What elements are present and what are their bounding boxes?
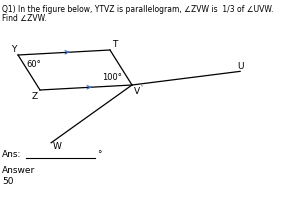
Text: 50: 50: [2, 177, 14, 186]
Text: U: U: [237, 62, 244, 71]
Text: V: V: [134, 87, 140, 96]
Text: Q1) In the figure below, YTVZ is parallelogram, ∠ZVW is  1/3 of ∠UVW.: Q1) In the figure below, YTVZ is paralle…: [2, 5, 273, 14]
Text: 60°: 60°: [26, 60, 41, 69]
Text: Y: Y: [11, 45, 16, 54]
Text: Ans:: Ans:: [2, 150, 21, 159]
Text: Answer: Answer: [2, 166, 35, 175]
Text: W: W: [53, 142, 62, 151]
Text: Z: Z: [32, 92, 38, 101]
Text: °: °: [97, 150, 101, 159]
Text: Find ∠ZVW.: Find ∠ZVW.: [2, 14, 46, 23]
Text: T: T: [112, 40, 117, 49]
Text: 100°: 100°: [102, 73, 122, 82]
